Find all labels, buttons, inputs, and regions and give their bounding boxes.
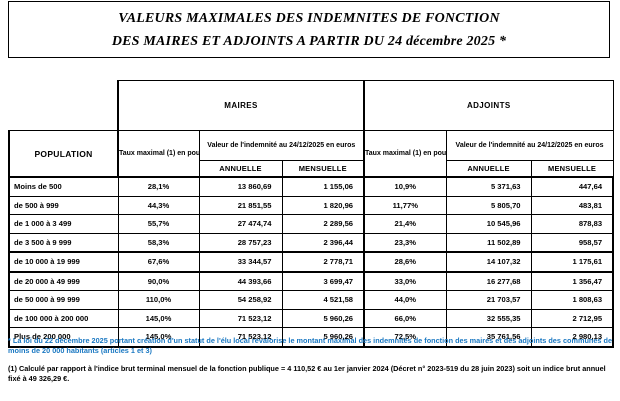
cell-maires-mensuelle: 5 960,26 xyxy=(281,308,365,328)
cell-adjoints-annuelle: 10 545,96 xyxy=(445,214,532,234)
cell-adjoints-mensuelle: 958,57 xyxy=(530,232,615,253)
column-header-maires-taux: Taux maximal (1) en pourcentage xyxy=(117,130,200,178)
cell-maires-mensuelle: 1 155,06 xyxy=(281,176,365,197)
cell-population: Plus de 200 000 xyxy=(8,327,119,348)
cell-maires-taux: 28,1% xyxy=(117,176,200,197)
cell-maires-mensuelle: 1 820,96 xyxy=(281,195,365,215)
cell-maires-taux: 110,0% xyxy=(117,290,200,310)
group-header-adjoints: ADJOINTS xyxy=(363,80,614,131)
cell-maires-taux: 58,3% xyxy=(117,232,200,253)
column-header-population: POPULATION xyxy=(8,130,119,178)
table-row: de 500 à 999 44,3% 21 851,55 1 820,96 11,77%… xyxy=(8,195,615,215)
subheader-adjoints-mensuelle: MENSUELLE xyxy=(530,160,614,178)
cell-maires-annuelle: 71 523,12 xyxy=(198,308,283,328)
cell-adjoints-taux: 28,6% xyxy=(363,251,447,273)
cell-population: Moins de 500 xyxy=(8,176,119,197)
cell-population: de 100 000 à 200 000 xyxy=(8,308,119,328)
cell-adjoints-mensuelle: 483,81 xyxy=(530,195,615,215)
cell-maires-annuelle: 54 258,92 xyxy=(198,290,283,310)
cell-adjoints-taux: 66,0% xyxy=(363,308,447,328)
document-title-line2: DES MAIRES ET ADJOINTS A PARTIR DU 24 dé… xyxy=(111,34,507,49)
subheader-maires-annuelle: ANNUELLE xyxy=(198,160,283,178)
cell-adjoints-annuelle: 32 555,35 xyxy=(445,308,532,328)
table-row: de 3 500 à 9 999 58,3% 28 757,23 2 396,44 23… xyxy=(8,232,615,253)
cell-adjoints-mensuelle: 878,83 xyxy=(530,214,615,234)
cell-maires-taux: 67,6% xyxy=(117,251,200,273)
cell-adjoints-mensuelle: 1 808,63 xyxy=(530,290,615,310)
cell-maires-annuelle: 33 344,57 xyxy=(198,251,283,273)
table-row: de 50 000 à 99 999 110,0% 54 258,92 4 521,5… xyxy=(8,290,615,310)
footnote-law: * La loi du 22 décembre 2025 portant cré… xyxy=(8,336,613,355)
cell-adjoints-annuelle: 5 371,63 xyxy=(445,176,532,197)
table-body: Moins de 500 28,1% 13 860,69 1 155,06 10,9% 5… xyxy=(8,176,615,348)
cell-maires-mensuelle: 3 699,47 xyxy=(281,271,365,291)
cell-maires-annuelle: 27 474,74 xyxy=(198,214,283,234)
table-row: Moins de 500 28,1% 13 860,69 1 155,06 10,9% 5… xyxy=(8,176,615,197)
table-header: MAIRES ADJOINTS POPULATION Taux maximal … xyxy=(8,80,614,178)
cell-maires-annuelle: 13 860,69 xyxy=(198,176,283,197)
cell-population: de 20 000 à 49 999 xyxy=(8,271,119,291)
cell-adjoints-annuelle: 14 107,32 xyxy=(445,251,532,273)
cell-maires-taux: 90,0% xyxy=(117,271,200,291)
cell-adjoints-mensuelle: 2 712,95 xyxy=(530,308,615,328)
column-header-adjoints-valeur: Valeur de l'indemnité au 24/12/2025 en e… xyxy=(445,130,614,161)
cell-maires-taux: 145,0% xyxy=(117,327,200,348)
title-box: VALEURS MAXIMALES DES INDEMNITES DE FONC… xyxy=(8,1,610,58)
cell-adjoints-taux: 10,9% xyxy=(363,176,447,197)
footnote-calculation: (1) Calculé par rapport à l'indice brut … xyxy=(8,364,606,383)
cell-adjoints-mensuelle: 1 175,61 xyxy=(530,251,615,273)
cell-maires-annuelle: 28 757,23 xyxy=(198,232,283,253)
table-row: de 100 000 à 200 000 145,0% 71 523,12 5 960… xyxy=(8,308,615,328)
cell-adjoints-annuelle: 5 805,70 xyxy=(445,195,532,215)
cell-maires-mensuelle: 2 289,56 xyxy=(281,214,365,234)
cell-population: de 3 500 à 9 999 xyxy=(8,232,119,253)
column-header-adjoints-taux: Taux maximal (1) en pourcentage xyxy=(363,130,447,178)
table-row: de 10 000 à 19 999 67,6% 33 344,57 2 778,71… xyxy=(8,251,615,273)
cell-maires-mensuelle: 4 521,58 xyxy=(281,290,365,310)
cell-maires-taux: 44,3% xyxy=(117,195,200,215)
cell-adjoints-mensuelle: 447,64 xyxy=(530,176,615,197)
table-row: de 20 000 à 49 999 90,0% 44 393,66 3 699,47… xyxy=(8,271,615,291)
cell-population: de 50 000 à 99 999 xyxy=(8,290,119,310)
cell-maires-annuelle: 71 523,12 xyxy=(198,327,283,348)
cell-adjoints-mensuelle: 1 356,47 xyxy=(530,271,615,291)
cell-maires-mensuelle: 2 778,71 xyxy=(281,251,365,273)
table-row: Plus de 200 000 145,0% 71 523,12 5 960,26 72… xyxy=(8,327,615,348)
cell-adjoints-annuelle: 21 703,57 xyxy=(445,290,532,310)
subheader-adjoints-annuelle: ANNUELLE xyxy=(445,160,532,178)
cell-maires-annuelle: 21 851,55 xyxy=(198,195,283,215)
cell-maires-taux: 55,7% xyxy=(117,214,200,234)
cell-population: de 1 000 à 3 499 xyxy=(8,214,119,234)
cell-maires-annuelle: 44 393,66 xyxy=(198,271,283,291)
corner-blank-cell xyxy=(9,80,118,131)
cell-adjoints-taux: 23,3% xyxy=(363,232,447,253)
cell-population: de 10 000 à 19 999 xyxy=(8,251,119,273)
cell-adjoints-taux: 11,77% xyxy=(363,195,447,215)
cell-adjoints-taux: 21,4% xyxy=(363,214,447,234)
cell-adjoints-mensuelle: 2 980,13 xyxy=(530,327,615,348)
column-header-maires-valeur: Valeur de l'indemnité au 24/12/2025 en e… xyxy=(198,130,365,161)
cell-adjoints-taux: 44,0% xyxy=(363,290,447,310)
document-title-line1: VALEURS MAXIMALES DES INDEMNITES DE FONC… xyxy=(118,11,500,26)
cell-adjoints-annuelle: 11 502,89 xyxy=(445,232,532,253)
subheader-maires-mensuelle: MENSUELLE xyxy=(281,160,365,178)
cell-maires-mensuelle: 2 396,44 xyxy=(281,232,365,253)
cell-maires-taux: 145,0% xyxy=(117,308,200,328)
group-header-maires: MAIRES xyxy=(116,80,365,131)
cell-population: de 500 à 999 xyxy=(8,195,119,215)
cell-maires-mensuelle: 5 960,26 xyxy=(281,327,365,348)
cell-adjoints-annuelle: 16 277,68 xyxy=(445,271,532,291)
indemnites-table: MAIRES ADJOINTS POPULATION Taux maximal … xyxy=(8,80,615,348)
cell-adjoints-taux: 33,0% xyxy=(363,271,447,291)
table-row: de 1 000 à 3 499 55,7% 27 474,74 2 289,56 21… xyxy=(8,214,615,234)
cell-adjoints-annuelle: 35 761,56 xyxy=(445,327,532,348)
